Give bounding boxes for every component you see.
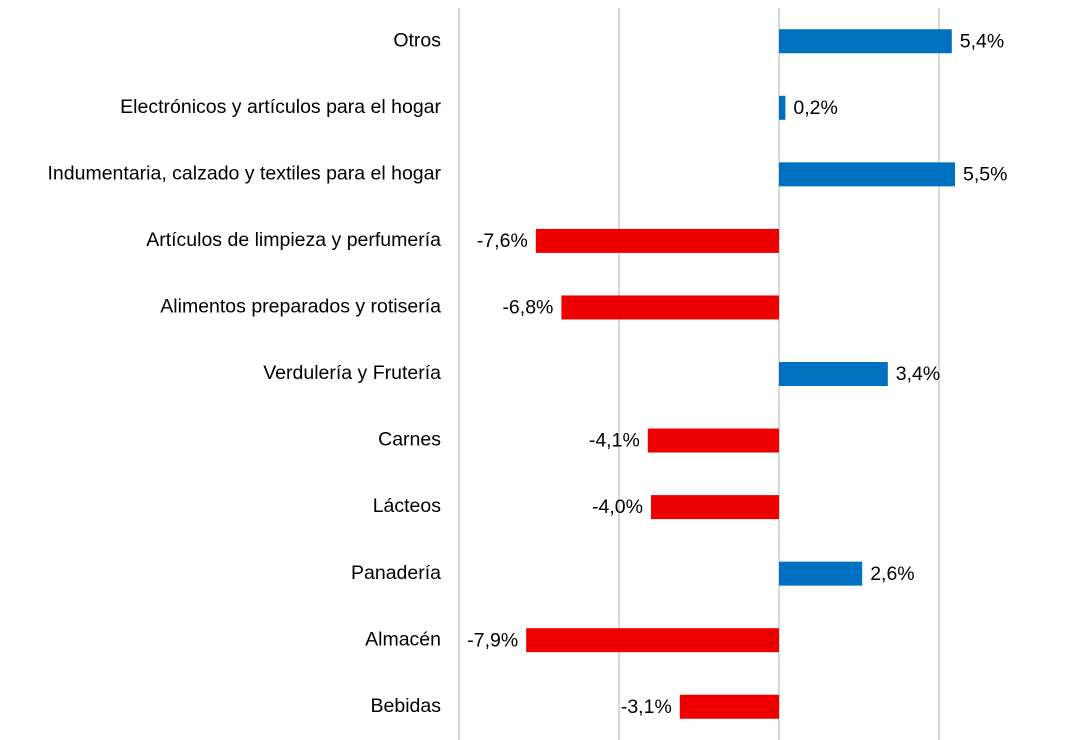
category-label: Otros <box>393 29 441 51</box>
category-label: Artículos de limpieza y perfumería <box>146 229 441 251</box>
bar <box>779 362 888 386</box>
bar <box>561 295 779 320</box>
bar <box>779 162 955 187</box>
bar <box>779 29 952 54</box>
value-label: 5,5% <box>963 164 1007 186</box>
value-label: 2,6% <box>870 563 914 585</box>
value-label: -7,6% <box>477 230 528 252</box>
bar <box>779 95 786 120</box>
bar <box>679 694 779 719</box>
bar <box>535 228 779 253</box>
value-label: 3,4% <box>896 363 940 385</box>
value-label: 5,4% <box>960 30 1004 52</box>
value-label: 0,2% <box>793 97 837 119</box>
category-label: Lácteos <box>373 495 442 517</box>
category-label: Carnes <box>378 429 441 451</box>
value-label: -4,1% <box>589 430 640 452</box>
bar <box>779 561 863 586</box>
category-label: Alimentos preparados y rotisería <box>160 296 441 318</box>
bar <box>647 428 779 453</box>
category-label: Panadería <box>351 562 441 584</box>
category-label: Almacén <box>365 628 441 650</box>
bar <box>526 628 779 653</box>
category-label: Verdulería y Frutería <box>263 362 441 384</box>
category-label: Bebidas <box>371 695 442 717</box>
value-label: -6,8% <box>502 297 553 319</box>
category-label: Electrónicos y artículos para el hogar <box>120 96 441 118</box>
value-label: -7,9% <box>467 629 518 651</box>
category-label: Indumentaria, calzado y textiles para el… <box>48 163 442 185</box>
value-label: -3,1% <box>621 696 672 718</box>
value-label: -4,0% <box>592 496 643 518</box>
bar <box>651 495 779 520</box>
